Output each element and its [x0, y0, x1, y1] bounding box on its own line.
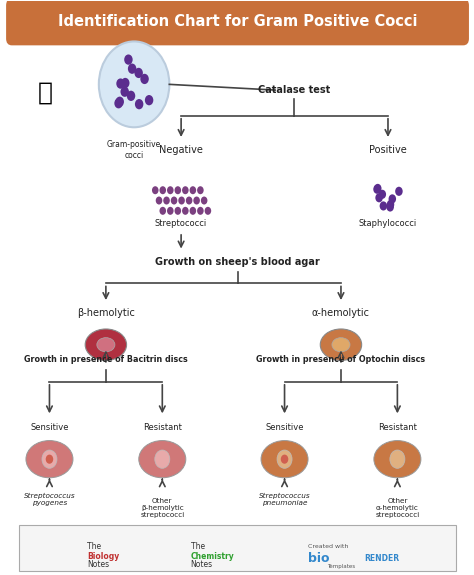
Text: Chemistry: Chemistry	[191, 552, 234, 561]
Circle shape	[135, 99, 143, 109]
Circle shape	[159, 207, 166, 215]
Circle shape	[186, 197, 192, 205]
Text: Sensitive: Sensitive	[265, 423, 304, 432]
Text: Streptococcus
pyogenes: Streptococcus pyogenes	[24, 493, 75, 506]
Text: 🔬: 🔬	[37, 81, 52, 105]
Circle shape	[174, 186, 181, 194]
Circle shape	[159, 186, 166, 194]
Text: Other
α-hemolytic
streptococci: Other α-hemolytic streptococci	[375, 498, 419, 518]
Circle shape	[190, 207, 196, 215]
Text: β-hemolytic: β-hemolytic	[77, 308, 135, 318]
Text: Resistant: Resistant	[143, 423, 182, 432]
Circle shape	[99, 41, 169, 127]
Circle shape	[389, 194, 396, 204]
Text: RENDER: RENDER	[365, 554, 400, 564]
Text: Growth in presence of Optochin discs: Growth in presence of Optochin discs	[256, 355, 426, 363]
Circle shape	[373, 185, 381, 194]
Text: Created with: Created with	[308, 544, 348, 549]
Circle shape	[379, 190, 386, 199]
Circle shape	[121, 78, 129, 88]
Text: Growth on sheep's blood agar: Growth on sheep's blood agar	[155, 257, 320, 267]
Circle shape	[163, 197, 170, 205]
Circle shape	[281, 455, 288, 464]
Circle shape	[387, 200, 394, 209]
Circle shape	[374, 184, 382, 193]
Circle shape	[116, 97, 124, 107]
Circle shape	[380, 201, 387, 210]
Text: Streptococcus
pneumoniae: Streptococcus pneumoniae	[259, 493, 310, 506]
Text: bio: bio	[308, 552, 329, 565]
Circle shape	[46, 455, 53, 464]
Text: Notes: Notes	[191, 560, 213, 569]
Circle shape	[375, 193, 383, 202]
Text: Resistant: Resistant	[378, 423, 417, 432]
Text: Other
β-hemolytic
streptococci: Other β-hemolytic streptococci	[140, 498, 184, 518]
FancyBboxPatch shape	[7, 0, 468, 44]
Circle shape	[152, 186, 158, 194]
Text: Positive: Positive	[369, 145, 407, 155]
Circle shape	[174, 207, 181, 215]
Circle shape	[167, 186, 173, 194]
Ellipse shape	[26, 440, 73, 478]
Circle shape	[395, 187, 403, 196]
Circle shape	[201, 197, 208, 205]
Circle shape	[155, 450, 170, 468]
Circle shape	[205, 207, 211, 215]
Ellipse shape	[139, 440, 186, 478]
Text: Growth in presence of Bacitrin discs: Growth in presence of Bacitrin discs	[24, 355, 188, 363]
Circle shape	[156, 197, 162, 205]
Text: Notes: Notes	[87, 560, 109, 569]
Text: Sensitive: Sensitive	[30, 423, 69, 432]
Ellipse shape	[261, 440, 308, 478]
Circle shape	[42, 450, 57, 468]
Circle shape	[124, 55, 133, 65]
Circle shape	[197, 186, 204, 194]
Circle shape	[390, 450, 405, 468]
Circle shape	[114, 98, 123, 109]
Ellipse shape	[85, 329, 127, 361]
Text: The: The	[191, 542, 207, 551]
Circle shape	[178, 197, 185, 205]
Circle shape	[145, 95, 153, 105]
Circle shape	[386, 202, 394, 212]
Text: Gram-positive
cocci: Gram-positive cocci	[107, 140, 161, 160]
Circle shape	[116, 78, 125, 89]
Text: Templates: Templates	[327, 564, 355, 569]
Circle shape	[277, 450, 292, 468]
FancyBboxPatch shape	[19, 525, 456, 571]
Circle shape	[171, 197, 177, 205]
Text: α-hemolytic: α-hemolytic	[312, 308, 370, 318]
Ellipse shape	[97, 338, 115, 352]
Circle shape	[135, 68, 143, 78]
Circle shape	[140, 74, 149, 84]
Circle shape	[182, 186, 189, 194]
Circle shape	[182, 207, 189, 215]
Text: Biology: Biology	[87, 552, 119, 561]
Circle shape	[120, 87, 129, 97]
Ellipse shape	[332, 338, 350, 352]
Ellipse shape	[320, 329, 362, 361]
Text: Negative: Negative	[159, 145, 203, 155]
Ellipse shape	[374, 440, 421, 478]
Circle shape	[127, 91, 135, 101]
Circle shape	[190, 186, 196, 194]
Text: Staphylococci: Staphylococci	[359, 219, 417, 228]
Circle shape	[193, 197, 200, 205]
Circle shape	[197, 207, 204, 215]
Text: Catalase test: Catalase test	[258, 85, 330, 95]
Circle shape	[167, 207, 173, 215]
Text: The: The	[87, 542, 104, 551]
Text: Identification Chart for Gram Positive Cocci: Identification Chart for Gram Positive C…	[58, 14, 417, 29]
Text: Streptococci: Streptococci	[155, 219, 207, 228]
Circle shape	[128, 64, 137, 74]
